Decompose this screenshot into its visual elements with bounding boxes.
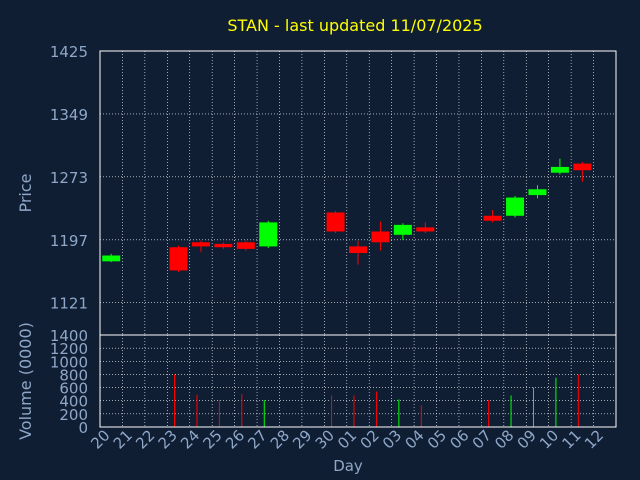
candle-body <box>259 222 278 247</box>
candle <box>236 240 255 251</box>
volume-grid <box>100 334 616 428</box>
candle <box>169 245 188 273</box>
price-tick-label: 1273 <box>50 169 88 187</box>
candle-body <box>214 243 233 248</box>
candle <box>416 222 435 234</box>
volume-tick-label: 1200 <box>50 340 88 358</box>
candle <box>349 240 367 265</box>
candle-body <box>191 242 210 247</box>
x-ticks: 2021222324252627282930010203040506070809… <box>87 426 607 452</box>
candle <box>528 185 547 199</box>
price-tick-label: 1425 <box>50 43 88 61</box>
price-tick-label: 1197 <box>50 232 88 250</box>
volume-tick-label: 200 <box>59 406 88 424</box>
volume-bars <box>174 374 579 427</box>
price-y-ticks: 1121 1197 1273 1349 1425 <box>50 43 88 313</box>
candle-body <box>550 166 569 173</box>
volume-tick-label: 800 <box>59 366 88 384</box>
candle <box>371 221 390 251</box>
candle <box>102 253 121 263</box>
candle-body <box>393 224 412 235</box>
candle-body <box>506 197 525 216</box>
candle <box>550 158 569 175</box>
volume-tick-label: 1000 <box>50 353 88 371</box>
volume-plot-frame <box>99 334 617 428</box>
candle <box>506 195 525 218</box>
chart-title: STAN - last updated 11/07/2025 <box>227 16 482 35</box>
price-grid <box>100 50 616 335</box>
candle <box>393 223 412 240</box>
candle-body <box>169 247 188 271</box>
candle-body <box>528 189 547 196</box>
price-axis-label: Price <box>16 173 35 212</box>
candle-body <box>483 215 502 221</box>
price-tick-label: 1121 <box>50 295 88 313</box>
candle <box>191 240 210 253</box>
x-axis-label: Day <box>333 457 363 475</box>
candle <box>326 210 345 234</box>
candle-body <box>416 227 435 232</box>
candle-body <box>102 255 121 262</box>
volume-tick-label: 400 <box>59 393 88 411</box>
candle-body <box>371 231 390 243</box>
volume-tick-label: 600 <box>59 380 88 398</box>
candle-body <box>236 242 255 249</box>
volume-axis-label: Volume (0000) <box>16 322 35 440</box>
volume-tick-label: 0 <box>78 419 88 437</box>
candle <box>214 242 233 249</box>
candle-body <box>573 163 592 171</box>
candle-body <box>326 212 345 232</box>
candle <box>483 209 502 223</box>
volume-tick-label: 1400 <box>50 327 88 345</box>
candles <box>102 158 592 273</box>
candle <box>259 220 278 249</box>
candle-body <box>349 246 367 254</box>
x-tick-label: 12 <box>581 426 607 452</box>
price-tick-label: 1349 <box>50 106 88 124</box>
candle <box>573 161 592 182</box>
